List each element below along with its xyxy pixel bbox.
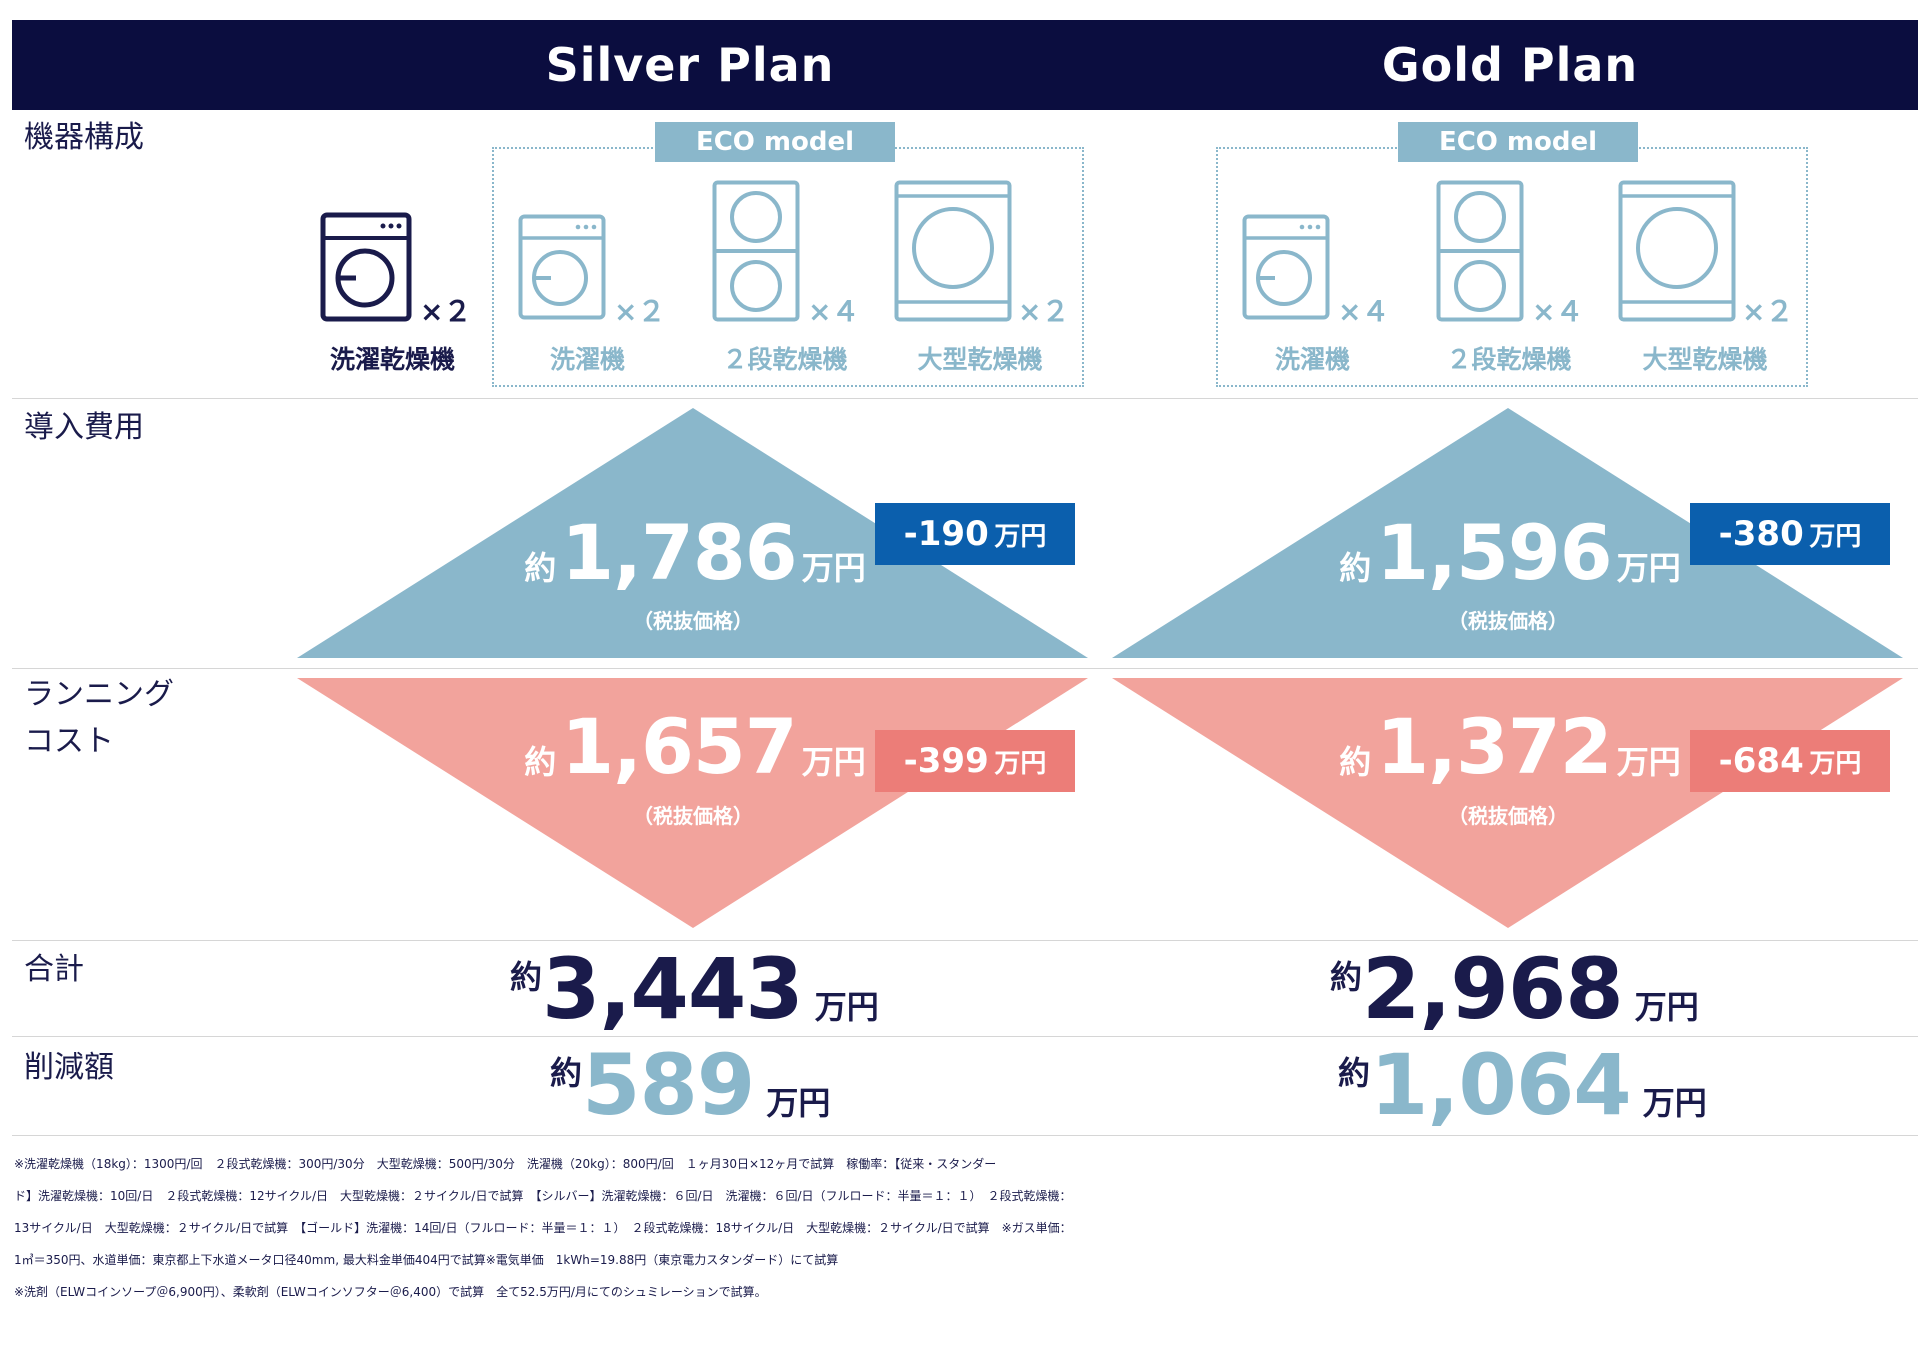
total-value: 3,443 bbox=[542, 940, 804, 1038]
gold-running-price: 約 1,372 万円 bbox=[1295, 702, 1725, 791]
badge-value: -684 bbox=[1718, 741, 1804, 781]
divider bbox=[12, 668, 1918, 669]
badge-unit: 万円 bbox=[1809, 522, 1862, 552]
silver-savings: 約589 万円 bbox=[550, 1036, 930, 1134]
savings-value: 1,064 bbox=[1370, 1036, 1632, 1134]
divider bbox=[12, 1135, 1918, 1136]
badge-value: -380 bbox=[1718, 514, 1804, 554]
running-cost-line2: コスト bbox=[24, 723, 114, 759]
savings-unit: 万円 bbox=[1642, 1084, 1707, 1122]
gold-initial-triangle bbox=[1112, 408, 1903, 658]
silver-running-tax-note: （税抜価格） bbox=[633, 804, 753, 828]
gold-running-tax-note: （税抜価格） bbox=[1448, 804, 1568, 828]
savings-prefix: 約 bbox=[1338, 1054, 1371, 1092]
price-value: 1,372 bbox=[1376, 702, 1612, 791]
gold-plan-title: Gold Plan bbox=[1381, 38, 1639, 92]
gold-eco-tag: ECO model bbox=[1398, 122, 1638, 162]
footnote-line: 13サイクル/日 大型乾燥機：２サイクル/日で試算 【ゴールド】洗濯機：14回/… bbox=[14, 1221, 1072, 1235]
price-value: 1,596 bbox=[1376, 508, 1612, 597]
gold-initial-badge: -380 万円 bbox=[1690, 503, 1890, 565]
washer-icon bbox=[1242, 214, 1330, 324]
divider bbox=[12, 398, 1918, 399]
price-prefix: 約 bbox=[1339, 549, 1372, 587]
silver-eco-tag: ECO model bbox=[655, 122, 895, 162]
footnote-line: 1㎥＝350円、水道単価：東京都上下水道メータ口径40mm, 最大料金単価404… bbox=[14, 1253, 839, 1267]
row-label-running-cost: ランニング コスト bbox=[24, 672, 174, 765]
silver-running-badge: -399 万円 bbox=[875, 730, 1075, 792]
price-unit: 万円 bbox=[1616, 549, 1681, 587]
price-unit: 万円 bbox=[1616, 743, 1681, 781]
footnote-line: ※洗濯乾燥機（18kg）：1300円/回 ２段式乾燥機：300円/30分 大型乾… bbox=[14, 1157, 997, 1171]
gold-running-badge: -684 万円 bbox=[1690, 730, 1890, 792]
large-dryer-icon bbox=[1618, 180, 1736, 326]
total-unit: 万円 bbox=[1634, 988, 1699, 1026]
row-label-savings: 削減額 bbox=[24, 1050, 114, 1085]
badge-unit: 万円 bbox=[994, 522, 1047, 552]
price-value: 1,786 bbox=[561, 508, 797, 597]
price-prefix: 約 bbox=[1339, 743, 1372, 781]
badge-value: -399 bbox=[903, 741, 989, 781]
price-unit: 万円 bbox=[801, 743, 866, 781]
plan-header-bar bbox=[12, 20, 1918, 110]
silver-washer-label: 洗濯機 bbox=[549, 345, 625, 374]
large-dryer-icon bbox=[894, 180, 1012, 326]
total-prefix: 約 bbox=[1330, 958, 1363, 996]
silver-large-dryer-mult: ×２ bbox=[1018, 295, 1070, 328]
washer-dryer-mult: ×２ bbox=[420, 295, 472, 328]
silver-initial-triangle bbox=[297, 408, 1088, 658]
footnote-line: ド】洗濯乾燥機：10回/日 ２段式乾燥機：12サイクル/日 大型乾燥機：２サイク… bbox=[14, 1189, 1072, 1203]
badge-value: -190 bbox=[903, 514, 989, 554]
price-prefix: 約 bbox=[524, 743, 557, 781]
silver-stacked-dryer-mult: ×４ bbox=[808, 295, 860, 328]
silver-initial-tax-note: （税抜価格） bbox=[633, 609, 753, 633]
total-value: 2,968 bbox=[1362, 940, 1624, 1038]
gold-initial-tax-note: （税抜価格） bbox=[1448, 609, 1568, 633]
silver-plan-title: Silver Plan bbox=[545, 38, 835, 92]
total-prefix: 約 bbox=[510, 958, 543, 996]
total-unit: 万円 bbox=[814, 988, 879, 1026]
gold-total: 約2,968 万円 bbox=[1330, 940, 1730, 1038]
washer-icon bbox=[518, 214, 606, 324]
divider bbox=[12, 940, 1918, 941]
gold-stacked-dryer-mult: ×４ bbox=[1532, 295, 1584, 328]
stacked-dryer-icon bbox=[712, 180, 800, 326]
silver-initial-price: 約 1,786 万円 bbox=[480, 508, 910, 597]
silver-washer-mult: ×２ bbox=[614, 295, 666, 328]
savings-value: 589 bbox=[582, 1036, 755, 1134]
savings-unit: 万円 bbox=[766, 1084, 831, 1122]
savings-prefix: 約 bbox=[550, 1054, 583, 1092]
gold-large-dryer-mult: ×２ bbox=[1742, 295, 1794, 328]
gold-washer-label: 洗濯機 bbox=[1274, 345, 1350, 374]
gold-initial-price: 約 1,596 万円 bbox=[1295, 508, 1725, 597]
row-label-equipment: 機器構成 bbox=[24, 120, 144, 155]
stacked-dryer-icon bbox=[1436, 180, 1524, 326]
silver-running-price: 約 1,657 万円 bbox=[480, 702, 910, 791]
silver-stacked-dryer-label: ２段乾燥機 bbox=[722, 345, 848, 374]
gold-stacked-dryer-label: ２段乾燥機 bbox=[1446, 345, 1572, 374]
silver-total: 約3,443 万円 bbox=[510, 940, 910, 1038]
silver-large-dryer-label: 大型乾燥機 bbox=[917, 345, 1043, 374]
row-label-total: 合計 bbox=[24, 952, 84, 987]
washer-dryer-label: 洗濯乾燥機 bbox=[329, 345, 455, 374]
running-cost-line1: ランニング bbox=[24, 677, 174, 712]
badge-unit: 万円 bbox=[994, 749, 1047, 779]
gold-large-dryer-label: 大型乾燥機 bbox=[1642, 345, 1768, 374]
gold-washer-mult: ×４ bbox=[1338, 295, 1390, 328]
footnote-line: ※洗剤（ELWコインソープ＠6,900円）、柔軟剤（ELWコインソフター＠6,4… bbox=[14, 1285, 767, 1299]
footnotes: ※洗濯乾燥機（18kg）：1300円/回 ２段式乾燥機：300円/30分 大型乾… bbox=[14, 1148, 1914, 1308]
divider bbox=[12, 1036, 1918, 1037]
price-unit: 万円 bbox=[801, 549, 866, 587]
washer-dryer-icon bbox=[320, 212, 412, 326]
gold-savings: 約1,064 万円 bbox=[1338, 1036, 1738, 1134]
row-label-initial-cost: 導入費用 bbox=[24, 410, 144, 445]
price-prefix: 約 bbox=[524, 549, 557, 587]
price-value: 1,657 bbox=[561, 702, 797, 791]
silver-initial-badge: -190 万円 bbox=[875, 503, 1075, 565]
badge-unit: 万円 bbox=[1809, 749, 1862, 779]
